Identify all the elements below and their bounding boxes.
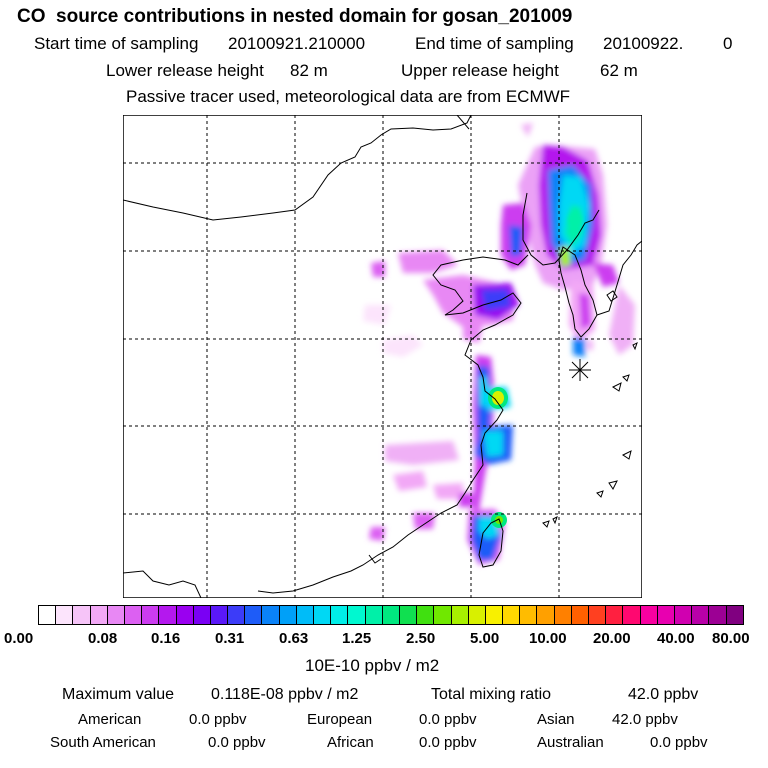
start-time-label: Start time of sampling (34, 34, 199, 53)
colorbar-swatch (124, 606, 143, 624)
colorbar-swatch (657, 606, 675, 624)
region-value: 42.0 ppbv (612, 711, 678, 728)
tick-label: 0.63 (279, 630, 309, 647)
colorbar-swatch (314, 606, 332, 624)
total-mixing-value: 42.0 ppbv (628, 686, 699, 703)
colorbar-swatch (228, 606, 246, 624)
tick-label: 0.08 (88, 630, 118, 647)
total-mixing-label: Total mixing ratio (431, 686, 552, 703)
colorbar-swatch (606, 606, 624, 624)
colorbar-unit: 10E-10 ppbv / m2 (305, 656, 440, 675)
colorbar-swatch (640, 606, 658, 624)
region-value: 0.0 ppbv (208, 734, 266, 751)
colorbar-swatch (485, 606, 504, 624)
colorbar-swatch (571, 606, 589, 624)
end-time-tail: 0 (723, 34, 733, 53)
colorbar-swatch (554, 606, 572, 624)
tick-label: 80.00 (712, 630, 750, 647)
colorbar-swatch (589, 606, 607, 624)
colorbar-swatch (382, 606, 400, 624)
colorbar-swatch (90, 606, 108, 624)
colorbar-swatch (348, 606, 366, 624)
asterisk-marker-icon (569, 359, 591, 381)
end-time-label: End time of sampling (415, 34, 574, 53)
colorbar-swatch (434, 606, 452, 624)
upper-height-label: Upper release height (401, 61, 559, 80)
concentration-field (363, 123, 635, 565)
lat-lon-grid (123, 115, 642, 598)
start-time-value: 20100921.210000 (228, 34, 366, 53)
colorbar-swatch (503, 606, 521, 624)
colorbar-swatch (159, 606, 177, 624)
region-name: European (307, 711, 373, 728)
tick-label: 0.31 (215, 630, 245, 647)
colorbar-swatch (107, 606, 125, 624)
lower-height-label: Lower release height (106, 61, 264, 80)
tick-label: 5.00 (470, 630, 500, 647)
colorbar-swatch (262, 606, 280, 624)
tracer-info: Passive tracer used, meteorological data… (126, 87, 571, 106)
tick-label: 0.16 (151, 630, 181, 647)
max-value-label: Maximum value (62, 686, 175, 703)
colorbar-swatch (726, 606, 743, 624)
colorbar-swatch (417, 606, 435, 624)
colorbar-swatch (279, 606, 297, 624)
colorbar-swatch (331, 606, 349, 624)
map-title: CO source contributions in nested domain… (17, 6, 573, 27)
colorbar-swatch (365, 606, 383, 624)
tick-label: 1.25 (342, 630, 372, 647)
region-value: 0.0 ppbv (650, 734, 708, 751)
region-value: 0.0 ppbv (419, 711, 477, 728)
colorbar-swatch (56, 606, 74, 624)
colorbar-swatch (537, 606, 555, 624)
region-value: 0.0 ppbv (189, 711, 247, 728)
footprint-map (123, 115, 642, 598)
colorbar-swatch (709, 606, 727, 624)
tick-label: 10.00 (529, 630, 567, 647)
colorbar-swatch (623, 606, 641, 624)
tick-label: 0.00 (4, 630, 34, 647)
end-time-value: 20100922. (603, 34, 684, 53)
lower-height-value: 82 m (290, 61, 328, 80)
colorbar-swatch (210, 606, 229, 624)
region-name: Australian (537, 734, 604, 751)
colorbar-swatch (451, 606, 469, 624)
upper-height-value: 62 m (600, 61, 638, 80)
colorbar-swatch (468, 606, 486, 624)
coastlines (123, 115, 642, 598)
region-name: Asian (537, 711, 575, 728)
tick-label: 20.00 (593, 630, 631, 647)
max-value: 0.118E-08 ppbv / m2 (211, 686, 359, 703)
region-name: African (327, 734, 374, 751)
colorbar-swatch (73, 606, 91, 624)
colorbar-swatch (674, 606, 693, 624)
colorbar-swatch (39, 606, 57, 624)
region-value: 0.0 ppbv (419, 734, 477, 751)
colorbar-swatch (692, 606, 710, 624)
colorbar-swatch (142, 606, 160, 624)
tick-label: 2.50 (406, 630, 436, 647)
region-name: South American (50, 734, 156, 751)
tick-label: 40.00 (657, 630, 695, 647)
colorbar-swatch (520, 606, 538, 624)
region-name: American (78, 711, 142, 728)
colorbar-swatch (399, 606, 418, 624)
colorbar-swatch (296, 606, 314, 624)
colorbar (38, 605, 744, 625)
colorbar-swatch (193, 606, 211, 624)
colorbar-swatch (245, 606, 263, 624)
colorbar-swatch (176, 606, 194, 624)
